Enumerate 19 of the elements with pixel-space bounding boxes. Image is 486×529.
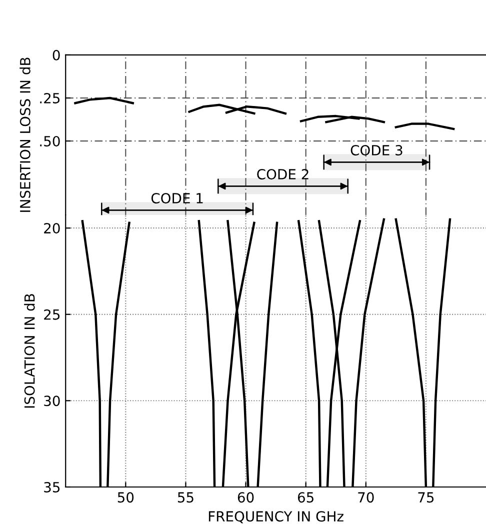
y-tick-label: 0 bbox=[52, 50, 60, 60]
y-tick-label: .25 bbox=[40, 92, 60, 104]
x-axis-title: FREQUENCY IN GHz bbox=[208, 511, 344, 524]
x-tick-label: 70 bbox=[358, 492, 374, 503]
x-tick-label: 55 bbox=[178, 492, 194, 503]
y-axis-title: INSERTION LOSS IN dB bbox=[20, 58, 30, 212]
y-tick-label: 25 bbox=[44, 309, 60, 320]
x-tick-label: 65 bbox=[298, 492, 314, 503]
band-label: CODE 1 bbox=[151, 192, 203, 204]
band-label: CODE 3 bbox=[350, 144, 402, 156]
band-label: CODE 2 bbox=[257, 168, 308, 180]
x-tick-label: 60 bbox=[238, 492, 254, 503]
x-tick-label: 50 bbox=[118, 492, 134, 503]
y-axis-title: ISOLATION IN dB bbox=[24, 294, 35, 408]
y-tick-label: 20 bbox=[44, 223, 60, 234]
y-tick-label: 30 bbox=[44, 396, 60, 406]
y-tick-label: .50 bbox=[40, 136, 60, 146]
y-tick-label: 35 bbox=[44, 482, 60, 492]
x-tick-label: 75 bbox=[418, 492, 434, 503]
